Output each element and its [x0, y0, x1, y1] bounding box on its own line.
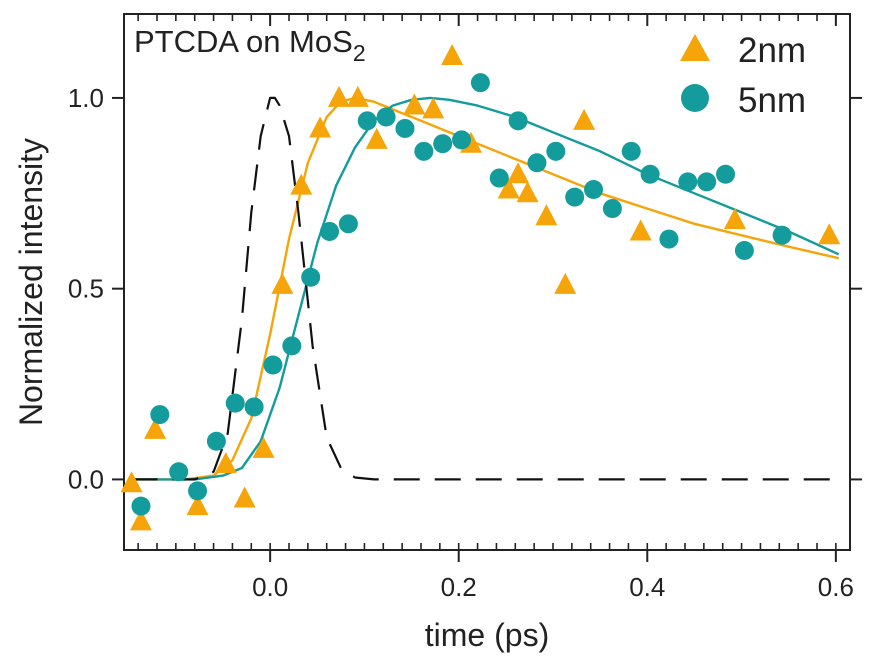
data-point-2nm	[573, 108, 596, 130]
data-point-5nm	[433, 134, 453, 154]
data-point-5nm	[697, 172, 717, 192]
y-tick-label: 1.0	[68, 83, 104, 113]
data-point-5nm	[320, 221, 340, 241]
data-point-5nm	[150, 405, 170, 425]
pulse-line	[131, 96, 839, 481]
legend-marker-5nm	[681, 84, 709, 112]
legend-marker-2nm	[680, 34, 710, 61]
data-point-5nm	[244, 397, 264, 417]
data-point-2nm	[441, 43, 464, 65]
data-point-2nm	[365, 127, 388, 149]
data-point-2nm	[554, 272, 577, 294]
plot-frame	[123, 13, 851, 551]
data-point-2nm	[252, 436, 275, 458]
data-point-5nm	[621, 141, 641, 161]
data-point-5nm	[716, 164, 736, 184]
data-point-2nm	[290, 173, 313, 195]
data-point-5nm	[414, 141, 434, 161]
data-point-5nm	[338, 214, 358, 234]
data-point-5nm	[131, 496, 151, 516]
data-point-2nm	[497, 177, 520, 199]
data-point-5nm	[508, 111, 528, 131]
data-point-2nm	[214, 452, 237, 474]
x-axis-title: time (ps)	[425, 617, 549, 653]
data-point-5nm	[395, 118, 415, 138]
data-point-2nm	[129, 509, 152, 531]
data-point-5nm	[734, 241, 754, 261]
fit-line-2nm	[131, 96, 839, 481]
data-point-5nm	[640, 164, 660, 184]
data-point-2nm	[233, 486, 256, 508]
legend-label-2nm: 2nm	[738, 31, 806, 70]
legend: 2nm 5nm	[680, 31, 806, 120]
chart-title: PTCDA on MoS2	[134, 24, 366, 66]
data-point-5nm	[565, 187, 585, 207]
x-tick-label: 0.4	[629, 572, 665, 602]
data-point-5nm	[376, 107, 396, 127]
data-point-5nm	[659, 229, 679, 249]
data-point-2nm	[535, 204, 558, 226]
legend-label-5nm: 5nm	[738, 81, 806, 120]
data-point-5nm	[546, 141, 566, 161]
data-point-2nm	[120, 471, 143, 493]
data-point-5nm	[225, 393, 245, 413]
chart-title-subscript: 2	[353, 40, 366, 66]
data-point-5nm	[527, 153, 547, 173]
data-point-5nm	[206, 431, 226, 451]
data-point-2nm	[346, 85, 369, 107]
data-point-5nm	[282, 336, 302, 356]
data-point-2nm	[723, 208, 746, 230]
data-point-5nm	[678, 172, 698, 192]
data-point-2nm	[144, 417, 167, 439]
y-tick-label: 0.0	[68, 464, 104, 494]
data-point-2nm	[629, 219, 652, 241]
data-point-5nm	[602, 199, 622, 219]
data-point-5nm	[263, 355, 283, 375]
data-point-2nm	[271, 272, 294, 294]
data-point-5nm	[772, 225, 792, 245]
data-point-2nm	[516, 181, 539, 203]
data-point-5nm	[301, 267, 321, 287]
data-point-2nm	[403, 93, 426, 115]
data-point-2nm	[309, 116, 332, 138]
data-point-5nm	[470, 73, 490, 93]
data-point-2nm	[422, 97, 445, 119]
x-tick-label: 0.6	[818, 572, 854, 602]
chart-title-main: PTCDA on MoS	[134, 24, 353, 59]
data-point-5nm	[188, 481, 208, 501]
data-point-5nm	[584, 179, 604, 199]
x-tick-label: 0.2	[441, 572, 477, 602]
data-point-5nm	[357, 111, 377, 131]
data-point-2nm	[818, 223, 841, 245]
data-point-5nm	[452, 130, 472, 150]
data-point-2nm	[327, 85, 350, 107]
data-point-5nm	[169, 462, 189, 482]
fit-line-5nm	[131, 96, 840, 481]
y-tick-label: 0.5	[68, 274, 104, 304]
data-point-5nm	[489, 168, 509, 188]
data-point-2nm	[507, 162, 530, 184]
y-axis-title: Normalized intensity	[13, 138, 49, 426]
x-tick-label: 0.0	[252, 572, 288, 602]
data-point-2nm	[186, 494, 209, 516]
